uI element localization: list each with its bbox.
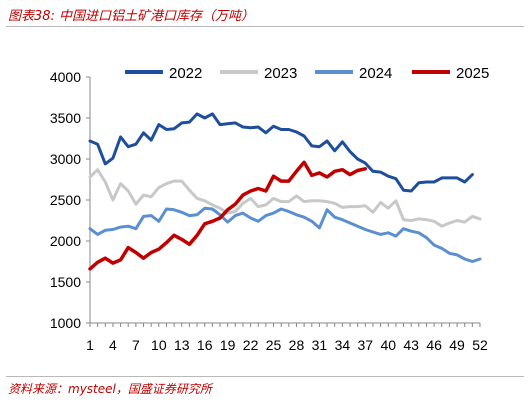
y-tick-label: 2000 — [50, 233, 81, 249]
legend-label-2024: 2024 — [359, 65, 392, 82]
y-tick-label: 2500 — [50, 192, 81, 208]
x-tick-label: 49 — [449, 337, 465, 353]
x-tick-label: 7 — [132, 337, 140, 353]
chart-axes: 1000 1500 2000 2500 3000 3500 4000 1 4 7 10 13 16 19 2… — [50, 69, 488, 353]
source-note: 资料来源：mysteel，国盛证券研究所 — [8, 382, 212, 396]
x-tick-label: 19 — [220, 337, 236, 353]
x-tick-label: 13 — [174, 337, 190, 353]
top-rule — [6, 26, 524, 27]
legend-label-2023: 2023 — [264, 65, 297, 82]
y-tick-label: 4000 — [50, 69, 81, 85]
chart-legend: 2022 2023 2024 2025 — [125, 65, 489, 82]
x-tick-label: 52 — [472, 337, 488, 353]
x-tick-label: 25 — [266, 337, 282, 353]
x-tick-label: 46 — [426, 337, 442, 353]
x-tick-label: 34 — [335, 337, 351, 353]
legend-label-2022: 2022 — [169, 65, 202, 82]
x-tick-label: 31 — [312, 337, 328, 353]
x-tick-label: 37 — [358, 337, 374, 353]
x-tick-label: 43 — [403, 337, 419, 353]
x-tick-label: 1 — [86, 337, 94, 353]
series-line-2025 — [88, 160, 368, 271]
x-tick-label: 40 — [380, 337, 396, 353]
bottom-rule — [6, 376, 524, 377]
x-tick-label: 16 — [197, 337, 213, 353]
y-tick-label: 3000 — [50, 151, 81, 167]
chart-series — [88, 112, 482, 271]
x-tick-label: 10 — [151, 337, 167, 353]
figure-title: 图表38: 中国进口铝土矿港口库存（万吨） — [8, 9, 255, 24]
x-tick-label: 28 — [289, 337, 305, 353]
series-line-2023 — [88, 168, 482, 228]
y-tick-label: 1500 — [50, 274, 81, 290]
series-line-2022 — [88, 112, 474, 193]
x-tick-label: 4 — [109, 337, 117, 353]
y-tick-label: 1000 — [50, 315, 81, 331]
x-tick-label: 22 — [243, 337, 259, 353]
series-line-2024 — [88, 206, 482, 263]
y-tick-label: 3500 — [50, 110, 81, 126]
legend-label-2025: 2025 — [456, 65, 489, 82]
